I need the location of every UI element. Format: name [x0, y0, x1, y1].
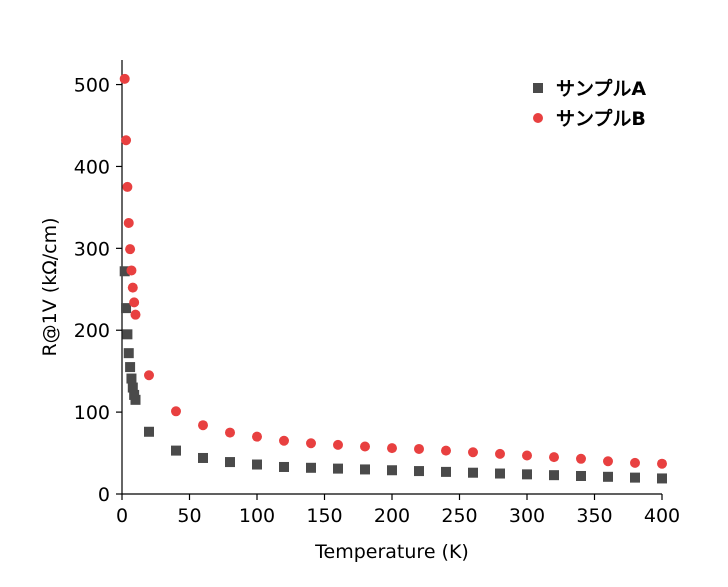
- data-point: [657, 473, 667, 484]
- y-axis-title: R@1V (kΩ/cm): [39, 217, 61, 356]
- data-point: [225, 457, 235, 468]
- legend-marker: [533, 113, 543, 123]
- data-point: [468, 447, 478, 458]
- data-point: [123, 348, 134, 359]
- data-point: [126, 373, 137, 384]
- data-point: [171, 406, 181, 417]
- data-point: [198, 420, 208, 431]
- data-point: [549, 470, 559, 481]
- ticks: 0 50 100 150 200 250 300 350 400 0 100 200 300 400 500: [74, 75, 680, 527]
- data-point: [144, 370, 154, 381]
- data-point: [125, 362, 136, 373]
- x-tick-label: 100: [239, 505, 275, 527]
- data-point: [630, 457, 640, 468]
- data-point: [414, 466, 424, 477]
- y-tick-label: 0: [98, 484, 110, 506]
- legend: サンプルA サンプルB: [533, 77, 646, 130]
- data-point: [121, 135, 132, 146]
- data-point: [441, 466, 451, 477]
- data-point: [468, 467, 478, 478]
- data-point: [130, 394, 141, 405]
- legend-label: サンプルB: [556, 107, 646, 130]
- data-point: [126, 265, 137, 276]
- data-point: [360, 464, 370, 475]
- data-point: [549, 452, 559, 463]
- data-point: [441, 445, 451, 456]
- data-point: [225, 427, 235, 438]
- data-point: [119, 73, 130, 84]
- data-point: [306, 438, 316, 449]
- data-point: [130, 309, 141, 320]
- data-point: [198, 452, 208, 463]
- y-tick-label: 200: [74, 320, 110, 342]
- data-point: [306, 462, 316, 473]
- data-point: [657, 458, 667, 469]
- data-point: [279, 435, 289, 446]
- data-point: [387, 465, 397, 476]
- x-axis-title: Temperature (K): [314, 541, 469, 563]
- data-point: [279, 461, 289, 472]
- data-point: [522, 469, 532, 480]
- series-b: [119, 73, 667, 469]
- x-tick-label: 250: [441, 505, 477, 527]
- data-point: [576, 453, 586, 464]
- data-point: [125, 244, 136, 255]
- y-tick-label: 300: [74, 238, 110, 260]
- legend-marker: [533, 83, 543, 93]
- data-point: [252, 431, 262, 442]
- data-point: [122, 181, 133, 192]
- data-point: [129, 297, 140, 308]
- data-point: [122, 329, 133, 340]
- x-tick-label: 150: [306, 505, 342, 527]
- x-tick-label: 350: [576, 505, 612, 527]
- data-point: [119, 266, 130, 277]
- data-point: [522, 450, 532, 461]
- data-point: [603, 456, 613, 467]
- x-tick-label: 200: [374, 505, 410, 527]
- data-point: [333, 463, 343, 474]
- series-a: [119, 266, 667, 484]
- y-tick-label: 100: [74, 402, 110, 424]
- data-points: [119, 73, 667, 484]
- data-point: [360, 441, 370, 452]
- data-point: [252, 459, 262, 470]
- data-point: [144, 426, 154, 437]
- data-point: [333, 439, 343, 450]
- data-point: [495, 448, 505, 459]
- data-point: [387, 443, 397, 454]
- data-point: [123, 217, 134, 228]
- y-tick-label: 500: [74, 75, 110, 97]
- x-tick-label: 0: [116, 505, 128, 527]
- data-point: [630, 472, 640, 483]
- data-point: [127, 282, 138, 293]
- data-point: [127, 382, 138, 393]
- data-point: [121, 303, 132, 314]
- y-tick-label: 400: [74, 156, 110, 178]
- x-tick-label: 300: [509, 505, 545, 527]
- legend-label: サンプルA: [556, 77, 646, 100]
- x-tick-label: 400: [644, 505, 680, 527]
- x-tick-label: 50: [177, 505, 201, 527]
- data-point: [576, 470, 586, 481]
- data-point: [603, 471, 613, 482]
- data-point: [414, 443, 424, 454]
- data-point: [495, 468, 505, 479]
- data-point: [171, 445, 181, 456]
